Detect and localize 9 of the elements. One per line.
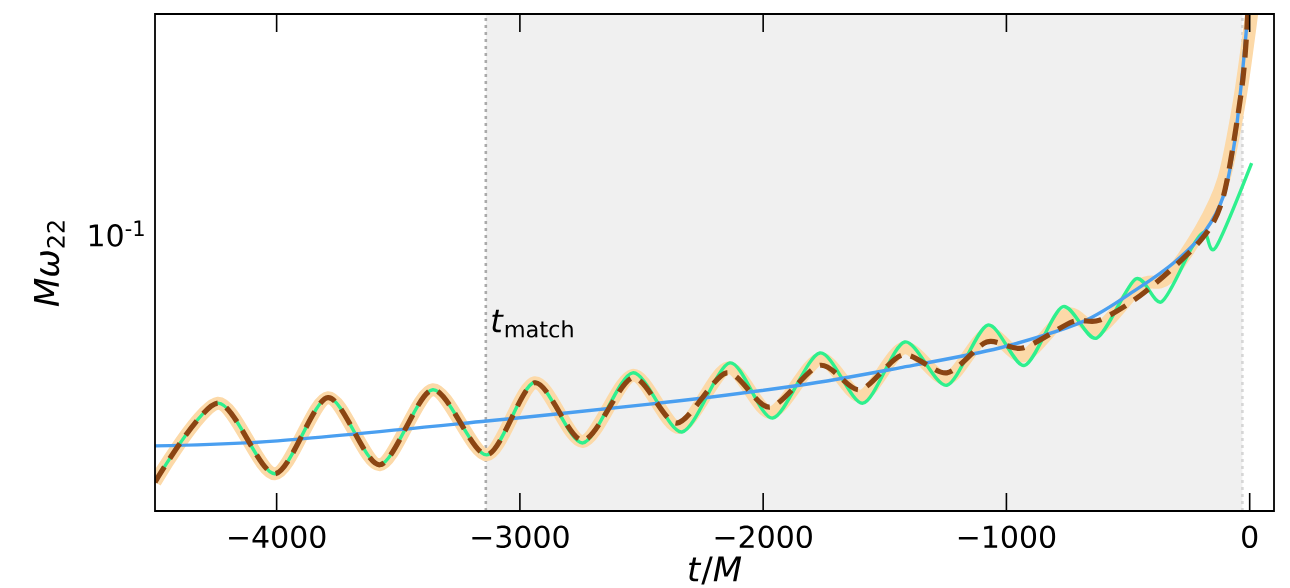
x-tick-label: 0 [1242,525,1258,549]
x-tick-label: −3000 [472,525,569,549]
x-tick-label: −1000 [958,525,1056,549]
y-axis-title: Mω$_{22}$ [34,221,65,307]
x-tick-label: −2000 [715,525,812,549]
x-tick-label: −4000 [229,525,326,549]
x-axis-title: t/M [689,556,742,585]
ref-line-label: t$_{match}$ [492,309,573,338]
text: 10$^{-1}$ [89,220,144,247]
